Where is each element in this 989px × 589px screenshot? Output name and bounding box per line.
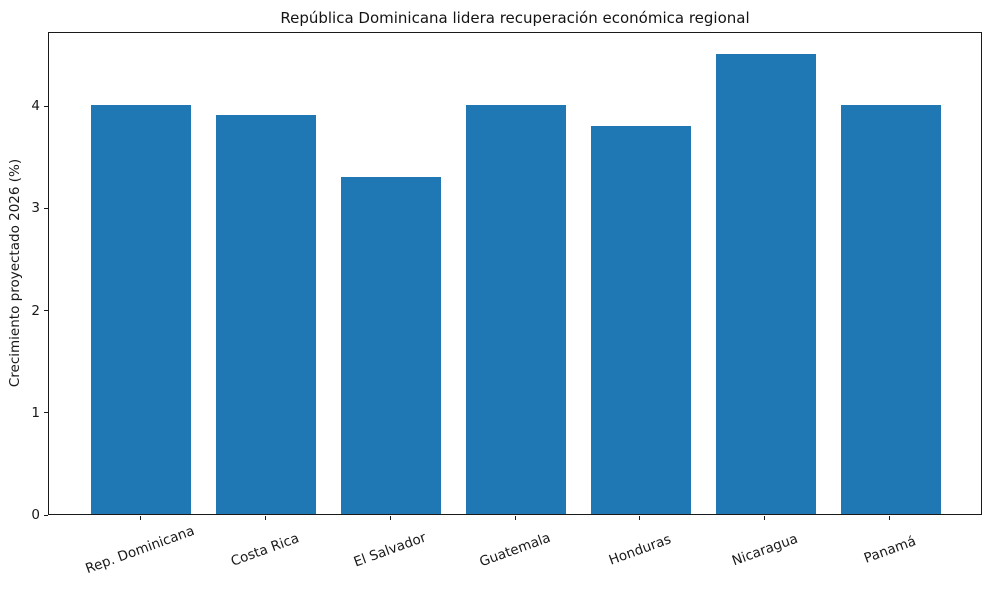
bar-honduras [590, 125, 691, 514]
x-tick-label-honduras: Honduras [606, 531, 674, 569]
x-tick-mark [514, 516, 516, 520]
x-tick-mark [639, 516, 641, 520]
y-tick-label-4: 4 [31, 98, 40, 115]
y-tick-label-1: 1 [31, 404, 40, 421]
bar-panama [840, 105, 941, 514]
y-axis-label: Crecimiento proyectado 2026 (%) [7, 158, 23, 388]
y-tick-label-0: 0 [31, 507, 40, 523]
x-tick-label-panama: Panamá [861, 533, 918, 567]
y-tick-mark [44, 514, 48, 516]
x-tick-mark [889, 516, 891, 520]
bar-rep-dominicana [91, 105, 192, 514]
y-tick-mark [44, 207, 48, 209]
bar-nicaragua [715, 54, 816, 514]
x-tick-mark [389, 516, 391, 520]
x-tick-label-el-salvador: El Salvador [351, 529, 429, 571]
x-tick-label-rep-dominicana: Rep. Dominicana [83, 522, 197, 578]
chart-title: República Dominicana lidera recuperación… [280, 9, 750, 27]
bar-costa-rica [216, 115, 317, 514]
x-tick-mark [764, 516, 766, 520]
x-tick-mark [264, 516, 266, 520]
x-tick-mark [139, 516, 141, 520]
y-tick-mark [44, 310, 48, 312]
y-tick-mark [44, 105, 48, 107]
bar-el-salvador [341, 176, 442, 514]
plot-area [48, 32, 982, 515]
y-tick-label-3: 3 [31, 200, 40, 217]
x-tick-label-costa-rica: Costa Rica [228, 530, 302, 570]
bar-guatemala [466, 105, 566, 514]
x-tick-label-guatemala: Guatemala [477, 529, 553, 571]
y-tick-label-2: 2 [31, 302, 40, 319]
x-tick-label-nicaragua: Nicaragua [729, 530, 800, 570]
y-tick-mark [44, 412, 48, 414]
